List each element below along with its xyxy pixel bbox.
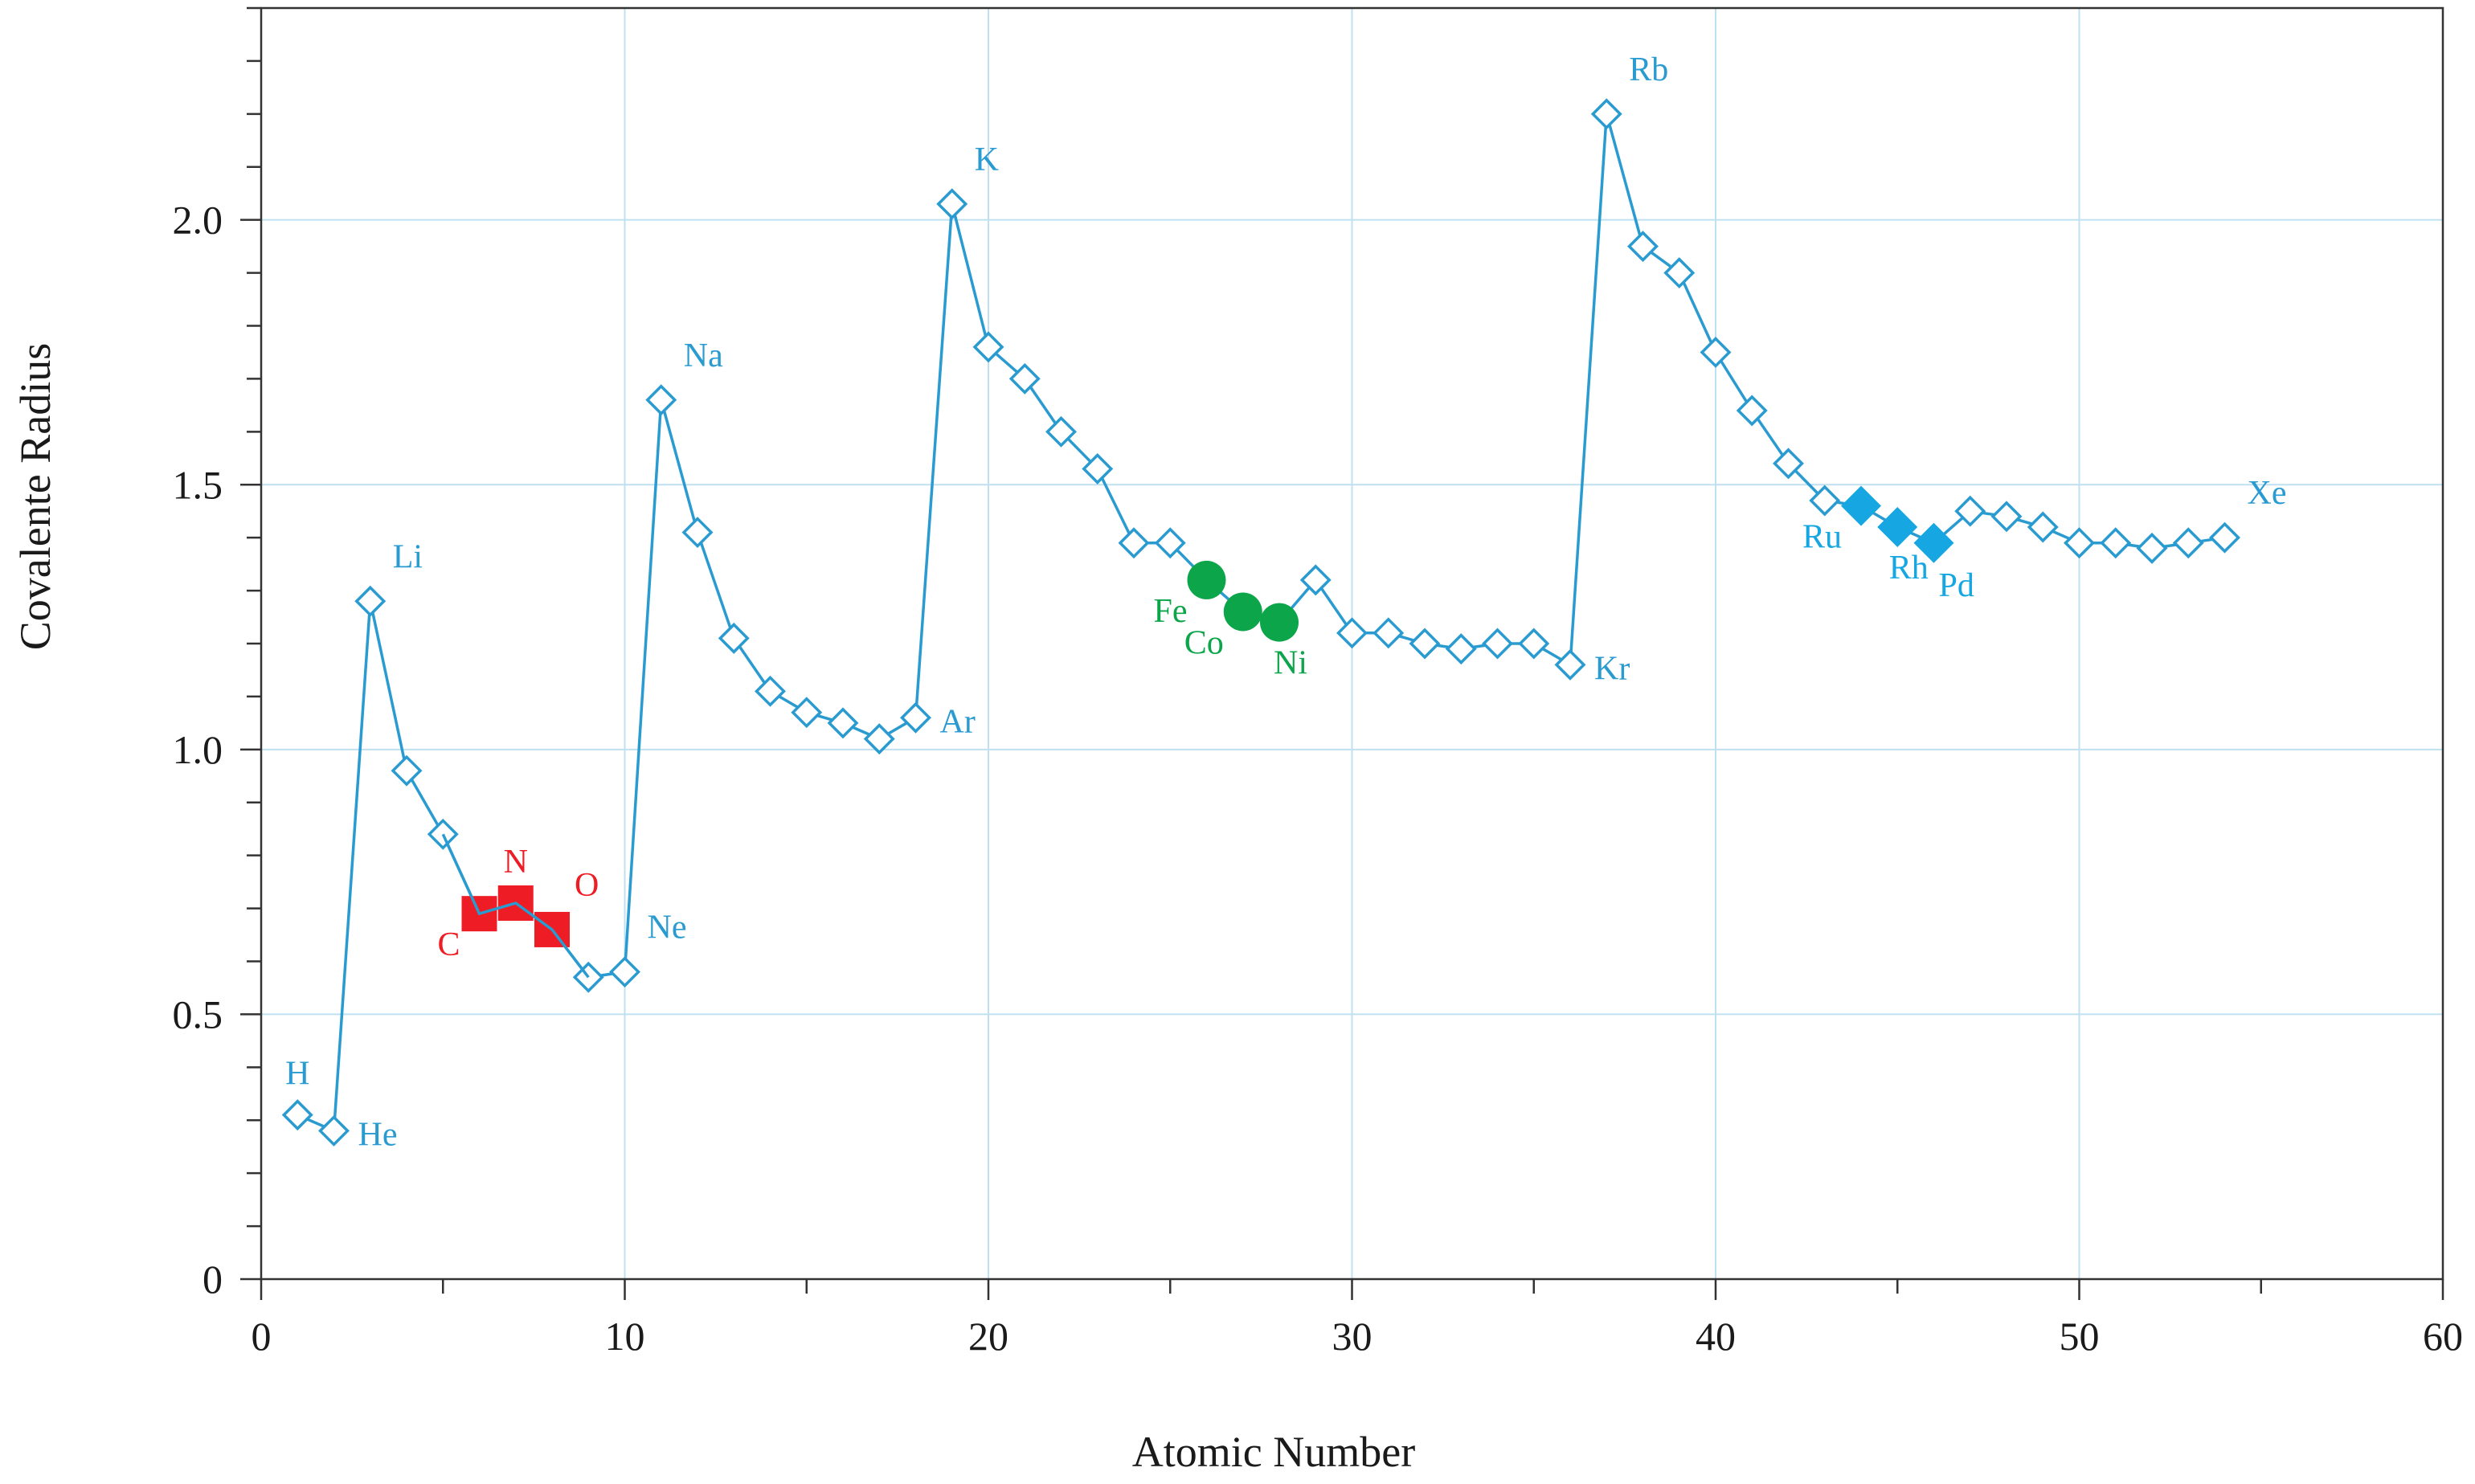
data-point-diamond (354, 585, 387, 617)
x-tick-label: 10 (605, 1314, 645, 1359)
data-point-circle (1260, 603, 1299, 642)
data-markers (281, 98, 2240, 1147)
x-tick-label: 20 (968, 1314, 1008, 1359)
data-point-diamond (609, 956, 640, 988)
element-label: Co (1184, 624, 1224, 661)
data-point-diamond (1627, 231, 1659, 263)
data-point-diamond (1299, 564, 1332, 596)
data-point-diamond (863, 723, 895, 755)
element-label: Rb (1629, 51, 1668, 88)
data-point-diamond (936, 188, 968, 220)
data-point-diamond (1409, 628, 1441, 660)
data-point-diamond (281, 1099, 313, 1131)
element-label: Rh (1889, 550, 1929, 587)
data-point-diamond (2027, 511, 2059, 543)
data-point-diamond (1954, 495, 1986, 527)
data-point-diamond (1154, 527, 1186, 559)
x-tick-label: 30 (1332, 1314, 1372, 1359)
data-point-filled-diamond (1841, 485, 1881, 526)
element-label: Ar (940, 703, 976, 740)
data-point-diamond (827, 707, 859, 739)
x-tick-label: 0 (252, 1314, 272, 1359)
y-tick-label: 1.5 (173, 462, 223, 507)
data-point-diamond (2100, 527, 2132, 559)
data-point-diamond (2172, 527, 2204, 559)
highlight-markers (441, 485, 1954, 979)
element-label: Fe (1154, 593, 1188, 630)
element-label: Pd (1939, 567, 1974, 604)
data-point-diamond (1554, 648, 1586, 681)
data-point-diamond (791, 697, 823, 729)
element-label: Li (393, 538, 423, 575)
data-point-filled-diamond (1913, 522, 1954, 563)
x-axis-title: Atomic Number (1132, 1428, 1415, 1476)
data-point-diamond (427, 818, 459, 850)
data-point-diamond (1736, 395, 1768, 427)
y-tick-label: 2.0 (173, 198, 223, 243)
y-tick-label: 1.0 (173, 727, 223, 772)
element-label: Kr (1594, 650, 1630, 687)
element-label: Ru (1802, 519, 1842, 556)
element-label: N (504, 844, 528, 881)
data-point-diamond (972, 331, 1004, 363)
data-point-diamond (1482, 628, 1513, 660)
element-label: Xe (2248, 475, 2287, 512)
element-label: Ne (648, 910, 687, 946)
series-polyline-overlay (441, 833, 590, 979)
data-point-diamond (1809, 484, 1841, 517)
data-point-diamond (1590, 98, 1622, 130)
x-tick-label: 40 (1696, 1314, 1736, 1359)
data-point-diamond (1372, 617, 1405, 649)
data-point-diamond (1445, 633, 1477, 665)
element-label: O (575, 867, 599, 904)
element-label: K (975, 141, 999, 178)
element-label: C (437, 926, 460, 963)
data-point-diamond (1082, 453, 1114, 484)
data-point-diamond (681, 517, 714, 549)
data-point-diamond (1773, 448, 1804, 480)
data-point-diamond (1700, 336, 1732, 368)
x-tick-label: 60 (2423, 1314, 2463, 1359)
data-point-filled-diamond (1877, 506, 1918, 547)
x-tick-label: 50 (2060, 1314, 2100, 1359)
element-label: Na (684, 337, 723, 374)
element-label: He (358, 1116, 398, 1153)
data-point-diamond (1008, 362, 1041, 395)
element-label: H (285, 1056, 309, 1093)
y-axis-title: Covalente Radius (11, 343, 59, 650)
y-tick-label: 0.5 (173, 991, 223, 1036)
data-point-circle (1187, 560, 1226, 599)
grid (261, 8, 2443, 1279)
y-tick-label: 0 (202, 1257, 223, 1302)
data-point-diamond (755, 675, 786, 707)
data-point-diamond (2064, 527, 2095, 559)
data-point-diamond (1518, 628, 1550, 660)
data-point-diamond (2209, 521, 2240, 554)
element-label: Ni (1274, 645, 1307, 682)
data-point-diamond (318, 1114, 350, 1147)
data-point-diamond (718, 622, 750, 654)
data-point-diamond (391, 754, 423, 787)
data-point-diamond (900, 701, 931, 734)
data-point-diamond (1663, 257, 1696, 289)
axes: 0 10 20 30 40 50 60 0 0.5 1.0 1.5 2.0 (173, 6, 2463, 1359)
data-point-diamond (1990, 501, 2023, 533)
data-point-circle (1223, 592, 1262, 632)
data-point-diamond (2136, 532, 2168, 564)
data-point-diamond (1045, 415, 1077, 448)
data-point-diamond (645, 384, 677, 416)
data-point-diamond (1336, 617, 1368, 649)
data-point-diamond (1118, 527, 1150, 559)
